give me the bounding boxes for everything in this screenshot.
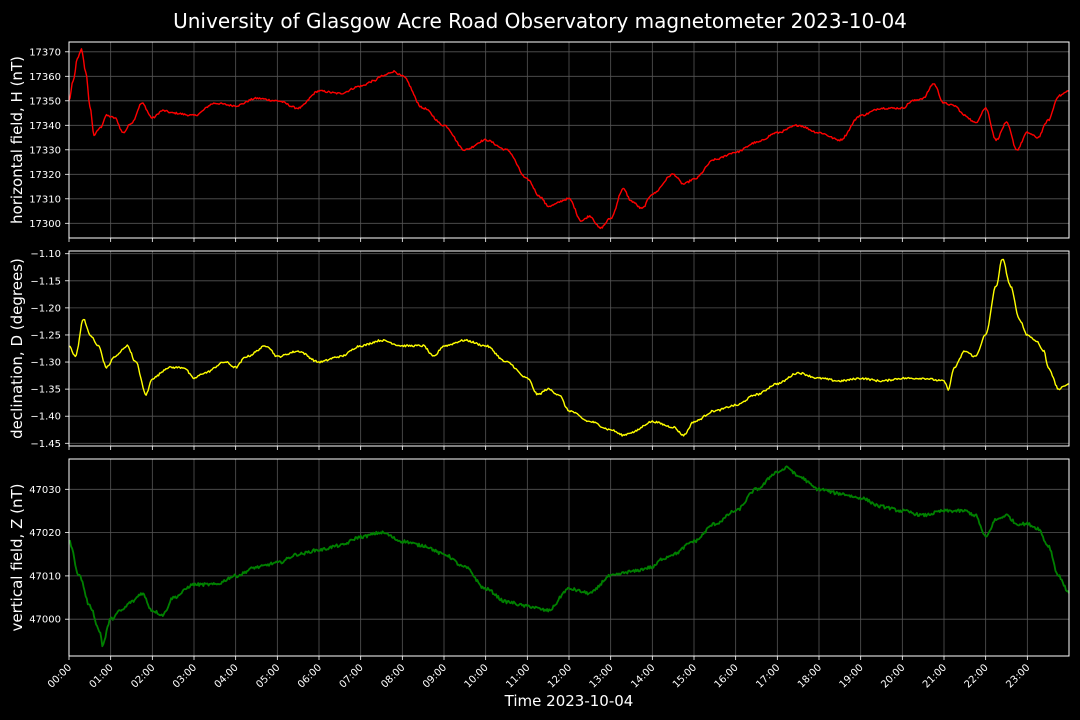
series-line-1 bbox=[68, 48, 1070, 230]
y-tick-label: −1.35 bbox=[30, 385, 61, 396]
y-tick-label: −1.25 bbox=[30, 330, 61, 341]
y-tick-label: −1.20 bbox=[30, 303, 61, 314]
y-tick-label: 17360 bbox=[29, 72, 61, 83]
axes-frame bbox=[68, 250, 1070, 447]
y-tick-label: 47010 bbox=[29, 571, 61, 582]
y-tick-label: 17370 bbox=[29, 47, 61, 58]
axes-frame bbox=[68, 458, 1070, 657]
y-tick-label: −1.30 bbox=[30, 358, 61, 369]
y-tick-label: 17300 bbox=[29, 219, 61, 230]
y-tick-label: 47020 bbox=[29, 528, 61, 539]
y-tick-label: 17350 bbox=[29, 96, 61, 107]
y-axis-label: vertical field, Z (nT) bbox=[8, 483, 26, 631]
series-line-2 bbox=[68, 258, 1070, 437]
y-tick-label: 47030 bbox=[29, 485, 61, 496]
y-tick-label: −1.15 bbox=[30, 276, 61, 287]
panel-1: 17300 17310 17320 17330 17340 17350 17360 17370… bbox=[8, 41, 1070, 242]
axes-frame bbox=[68, 41, 1070, 239]
x-axis-label: Time 2023-10-04 bbox=[504, 692, 634, 710]
y-axis-label: declination, D (degrees) bbox=[8, 258, 26, 439]
y-tick-label: 17340 bbox=[29, 121, 61, 132]
y-tick-label: 17310 bbox=[29, 194, 61, 205]
y-tick-label: −1.40 bbox=[30, 412, 61, 423]
panel-2: −1.45 −1.40 −1.35 −1.30 −1.25 −1.20 −1.15 −1.10… bbox=[8, 249, 1070, 450]
y-axis-label: horizontal field, H (nT) bbox=[8, 56, 26, 224]
y-tick-label: −1.45 bbox=[30, 439, 61, 450]
y-tick-label: 17320 bbox=[29, 170, 61, 181]
y-tick-label: −1.10 bbox=[30, 249, 61, 260]
chart-title: University of Glasgow Acre Road Observat… bbox=[173, 9, 907, 33]
y-tick-label: 17330 bbox=[29, 145, 61, 156]
series-line-3 bbox=[68, 465, 1070, 648]
y-tick-label: 47000 bbox=[29, 615, 61, 626]
